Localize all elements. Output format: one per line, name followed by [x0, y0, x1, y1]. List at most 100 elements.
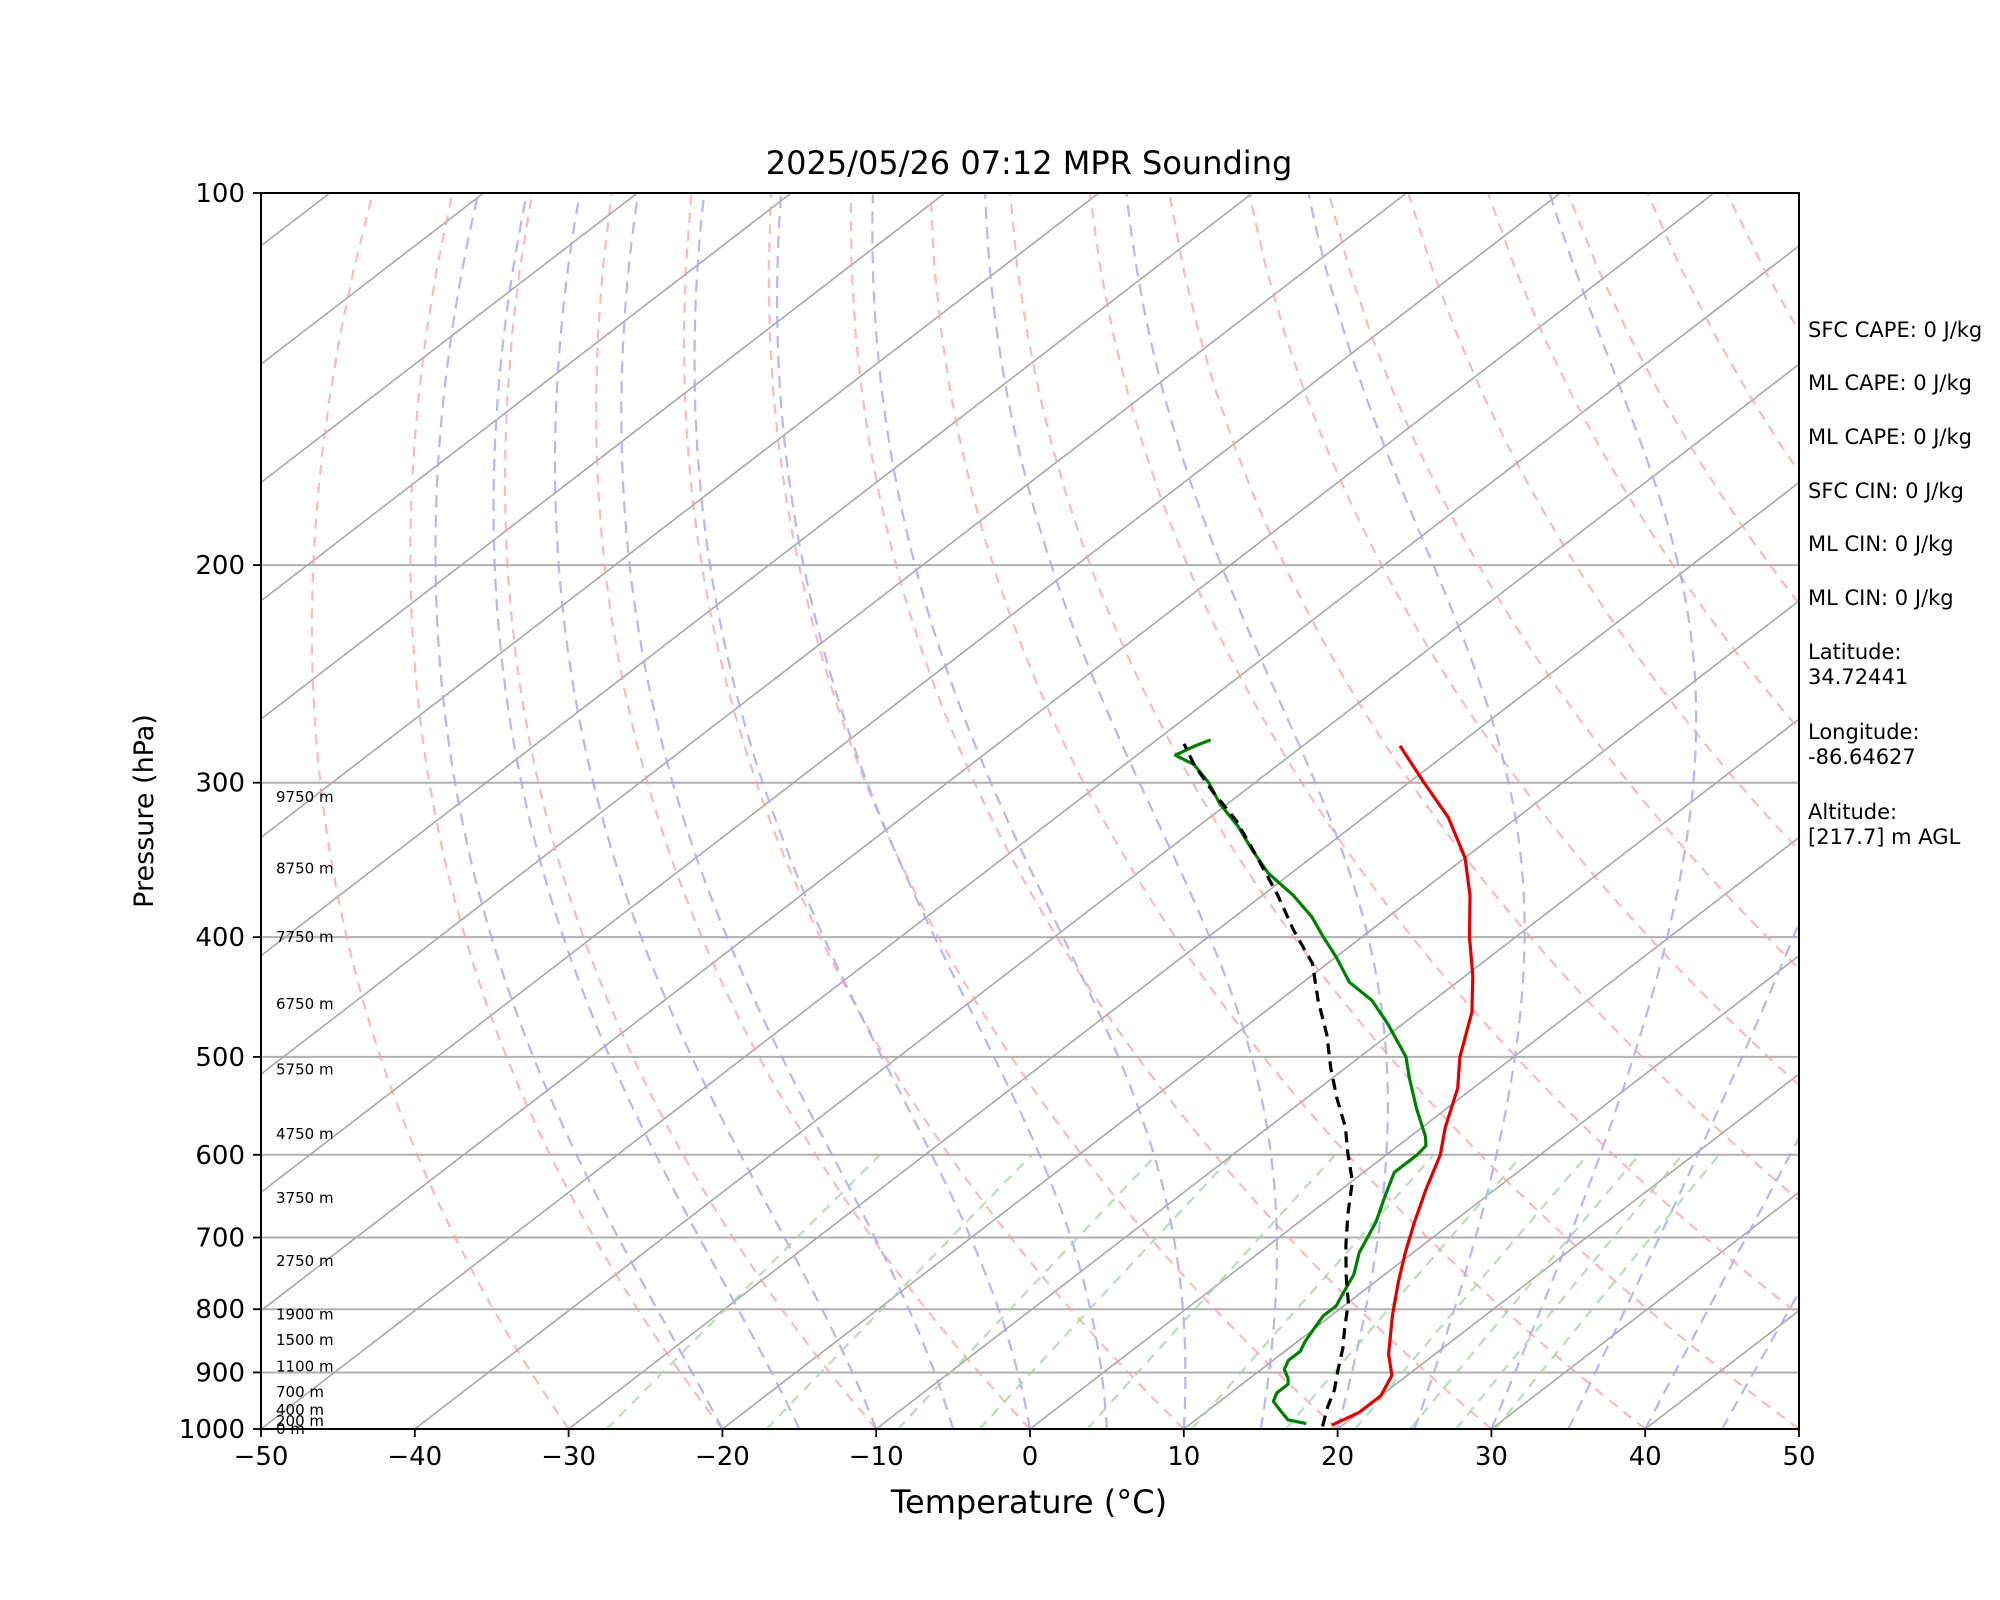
x-axis-ticks: −50 −40 −30 −20 −10 0 10 20 30 40 50	[234, 1429, 1816, 1472]
dry-adiabat	[310, 193, 570, 1429]
sounding-profiles	[1173, 738, 1475, 1427]
isotherm	[261, 193, 946, 721]
y-tick-label: 400	[195, 923, 245, 953]
isotherm	[414, 363, 1799, 1429]
isotherm	[261, 244, 1799, 1429]
y-tick-label: 100	[195, 179, 245, 209]
moist-adiabat	[1490, 193, 1698, 1429]
ml-cape-text: ML CAPE: 0 J/kg	[1808, 371, 1973, 395]
pressure-gridlines	[261, 564, 1799, 1374]
y-tick-label: 300	[195, 769, 245, 799]
height-label: 1900 m	[276, 1306, 334, 1324]
isotherm	[875, 718, 1799, 1429]
dry-adiabat	[929, 193, 1646, 1429]
x-tick-label: −50	[234, 1442, 289, 1472]
mixing-ratio-line	[897, 1154, 1158, 1429]
height-label: 200 m	[276, 1412, 324, 1430]
isotherm	[261, 193, 331, 247]
mixing-ratio-line	[765, 1154, 1033, 1429]
temperature-line	[1331, 744, 1475, 1427]
moist-adiabat	[693, 193, 1032, 1429]
dry-adiabats	[310, 193, 1799, 1429]
sfc-cape-text: SFC CAPE: 0 J/kg	[1808, 318, 1983, 342]
height-label: 4750 m	[276, 1125, 334, 1143]
dry-adiabat	[849, 193, 1493, 1429]
height-label: 8750 m	[276, 860, 334, 878]
isotherm	[261, 193, 638, 484]
moist-adiabat	[984, 193, 1278, 1429]
mixing-ratio-line	[1285, 1154, 1524, 1429]
isotherm	[261, 193, 1715, 1312]
x-tick-label: −40	[387, 1442, 442, 1472]
height-label: 9750 m	[276, 788, 334, 806]
x-tick-label: 30	[1475, 1442, 1508, 1472]
moist-adiabat	[1125, 193, 1389, 1429]
y-axis-label: Pressure (hPa)	[129, 714, 160, 908]
x-tick-label: 0	[1022, 1442, 1039, 1472]
isotherm	[261, 193, 1561, 1194]
height-label: 2750 m	[276, 1252, 334, 1270]
mixing-ratio-line	[1494, 1154, 1721, 1429]
mixing-ratio-line	[1086, 1154, 1337, 1429]
dry-adiabat	[767, 193, 1339, 1429]
height-label: 1100 m	[276, 1357, 334, 1375]
x-tick-label: −10	[849, 1442, 904, 1472]
dry-adiabat	[1247, 193, 1799, 1087]
isotherm	[261, 193, 1407, 1076]
mixing-ratio-line	[605, 1154, 881, 1429]
isotherm	[261, 193, 1254, 957]
isotherm	[1337, 1073, 1799, 1429]
moist-adiabat	[775, 193, 1108, 1429]
x-tick-label: −20	[695, 1442, 750, 1472]
isotherm	[721, 599, 1799, 1429]
latitude-text: Latitude: 34.72441	[1808, 640, 1909, 689]
altitude-text: Altitude: [217.7] m AGL	[1808, 800, 1961, 849]
mixing-ratio-line	[978, 1154, 1235, 1429]
dry-adiabat	[595, 193, 1031, 1429]
isotherm	[261, 193, 1100, 839]
mixing-ratio-line	[1190, 1154, 1435, 1429]
x-tick-label: 20	[1321, 1442, 1354, 1472]
y-tick-label: 900	[195, 1358, 245, 1388]
moist-adiabat	[434, 193, 724, 1429]
dry-adiabat	[682, 193, 1185, 1429]
isotherm	[261, 193, 792, 602]
isotherm	[1029, 836, 1799, 1429]
height-label: 0 m	[276, 1420, 305, 1438]
dry-adiabat	[503, 193, 878, 1429]
moist-adiabat	[620, 193, 955, 1429]
moist-adiabat	[1307, 193, 1526, 1429]
x-tick-label: 40	[1629, 1442, 1662, 1472]
y-tick-label: 200	[195, 551, 245, 581]
skewed-isotherms	[261, 193, 1799, 1429]
height-label: 5750 m	[276, 1061, 334, 1079]
plot-frame	[260, 192, 1800, 1430]
dry-adiabat	[409, 193, 724, 1429]
height-label: 1500 m	[276, 1331, 334, 1349]
longitude-text: Longitude: -86.64627	[1808, 720, 1920, 769]
y-tick-label: 500	[195, 1043, 245, 1073]
isotherm	[1183, 954, 1799, 1429]
sfc-cin-text: SFC CIN: 0 J/kg	[1808, 479, 1964, 503]
moist-adiabat	[553, 193, 878, 1429]
height-label: 700 m	[276, 1383, 324, 1401]
y-axis-ticks: 100 200 300 400 500 600 700 800 900 1000	[179, 179, 261, 1445]
x-tick-label: −30	[541, 1442, 596, 1472]
dewpoint-line	[1173, 738, 1428, 1426]
x-tick-label: 50	[1782, 1442, 1815, 1472]
height-label: 7750 m	[276, 928, 334, 946]
parcel-line	[1182, 743, 1354, 1427]
y-tick-label: 800	[195, 1295, 245, 1325]
mixing-ratio-line	[1455, 1154, 1684, 1429]
moist-adiabats	[434, 193, 1799, 1429]
x-tick-label: 10	[1167, 1442, 1200, 1472]
height-label: 6750 m	[276, 995, 334, 1013]
y-tick-label: 600	[195, 1141, 245, 1171]
x-axis-label: Temperature (°C)	[890, 1483, 1167, 1521]
ml-cin-text-2: ML CIN: 0 J/kg	[1808, 586, 1954, 610]
background-lines	[261, 193, 1799, 1429]
chart-title: 2025/05/26 07:12 MPR Sounding	[766, 144, 1293, 182]
moist-adiabat	[492, 193, 801, 1429]
